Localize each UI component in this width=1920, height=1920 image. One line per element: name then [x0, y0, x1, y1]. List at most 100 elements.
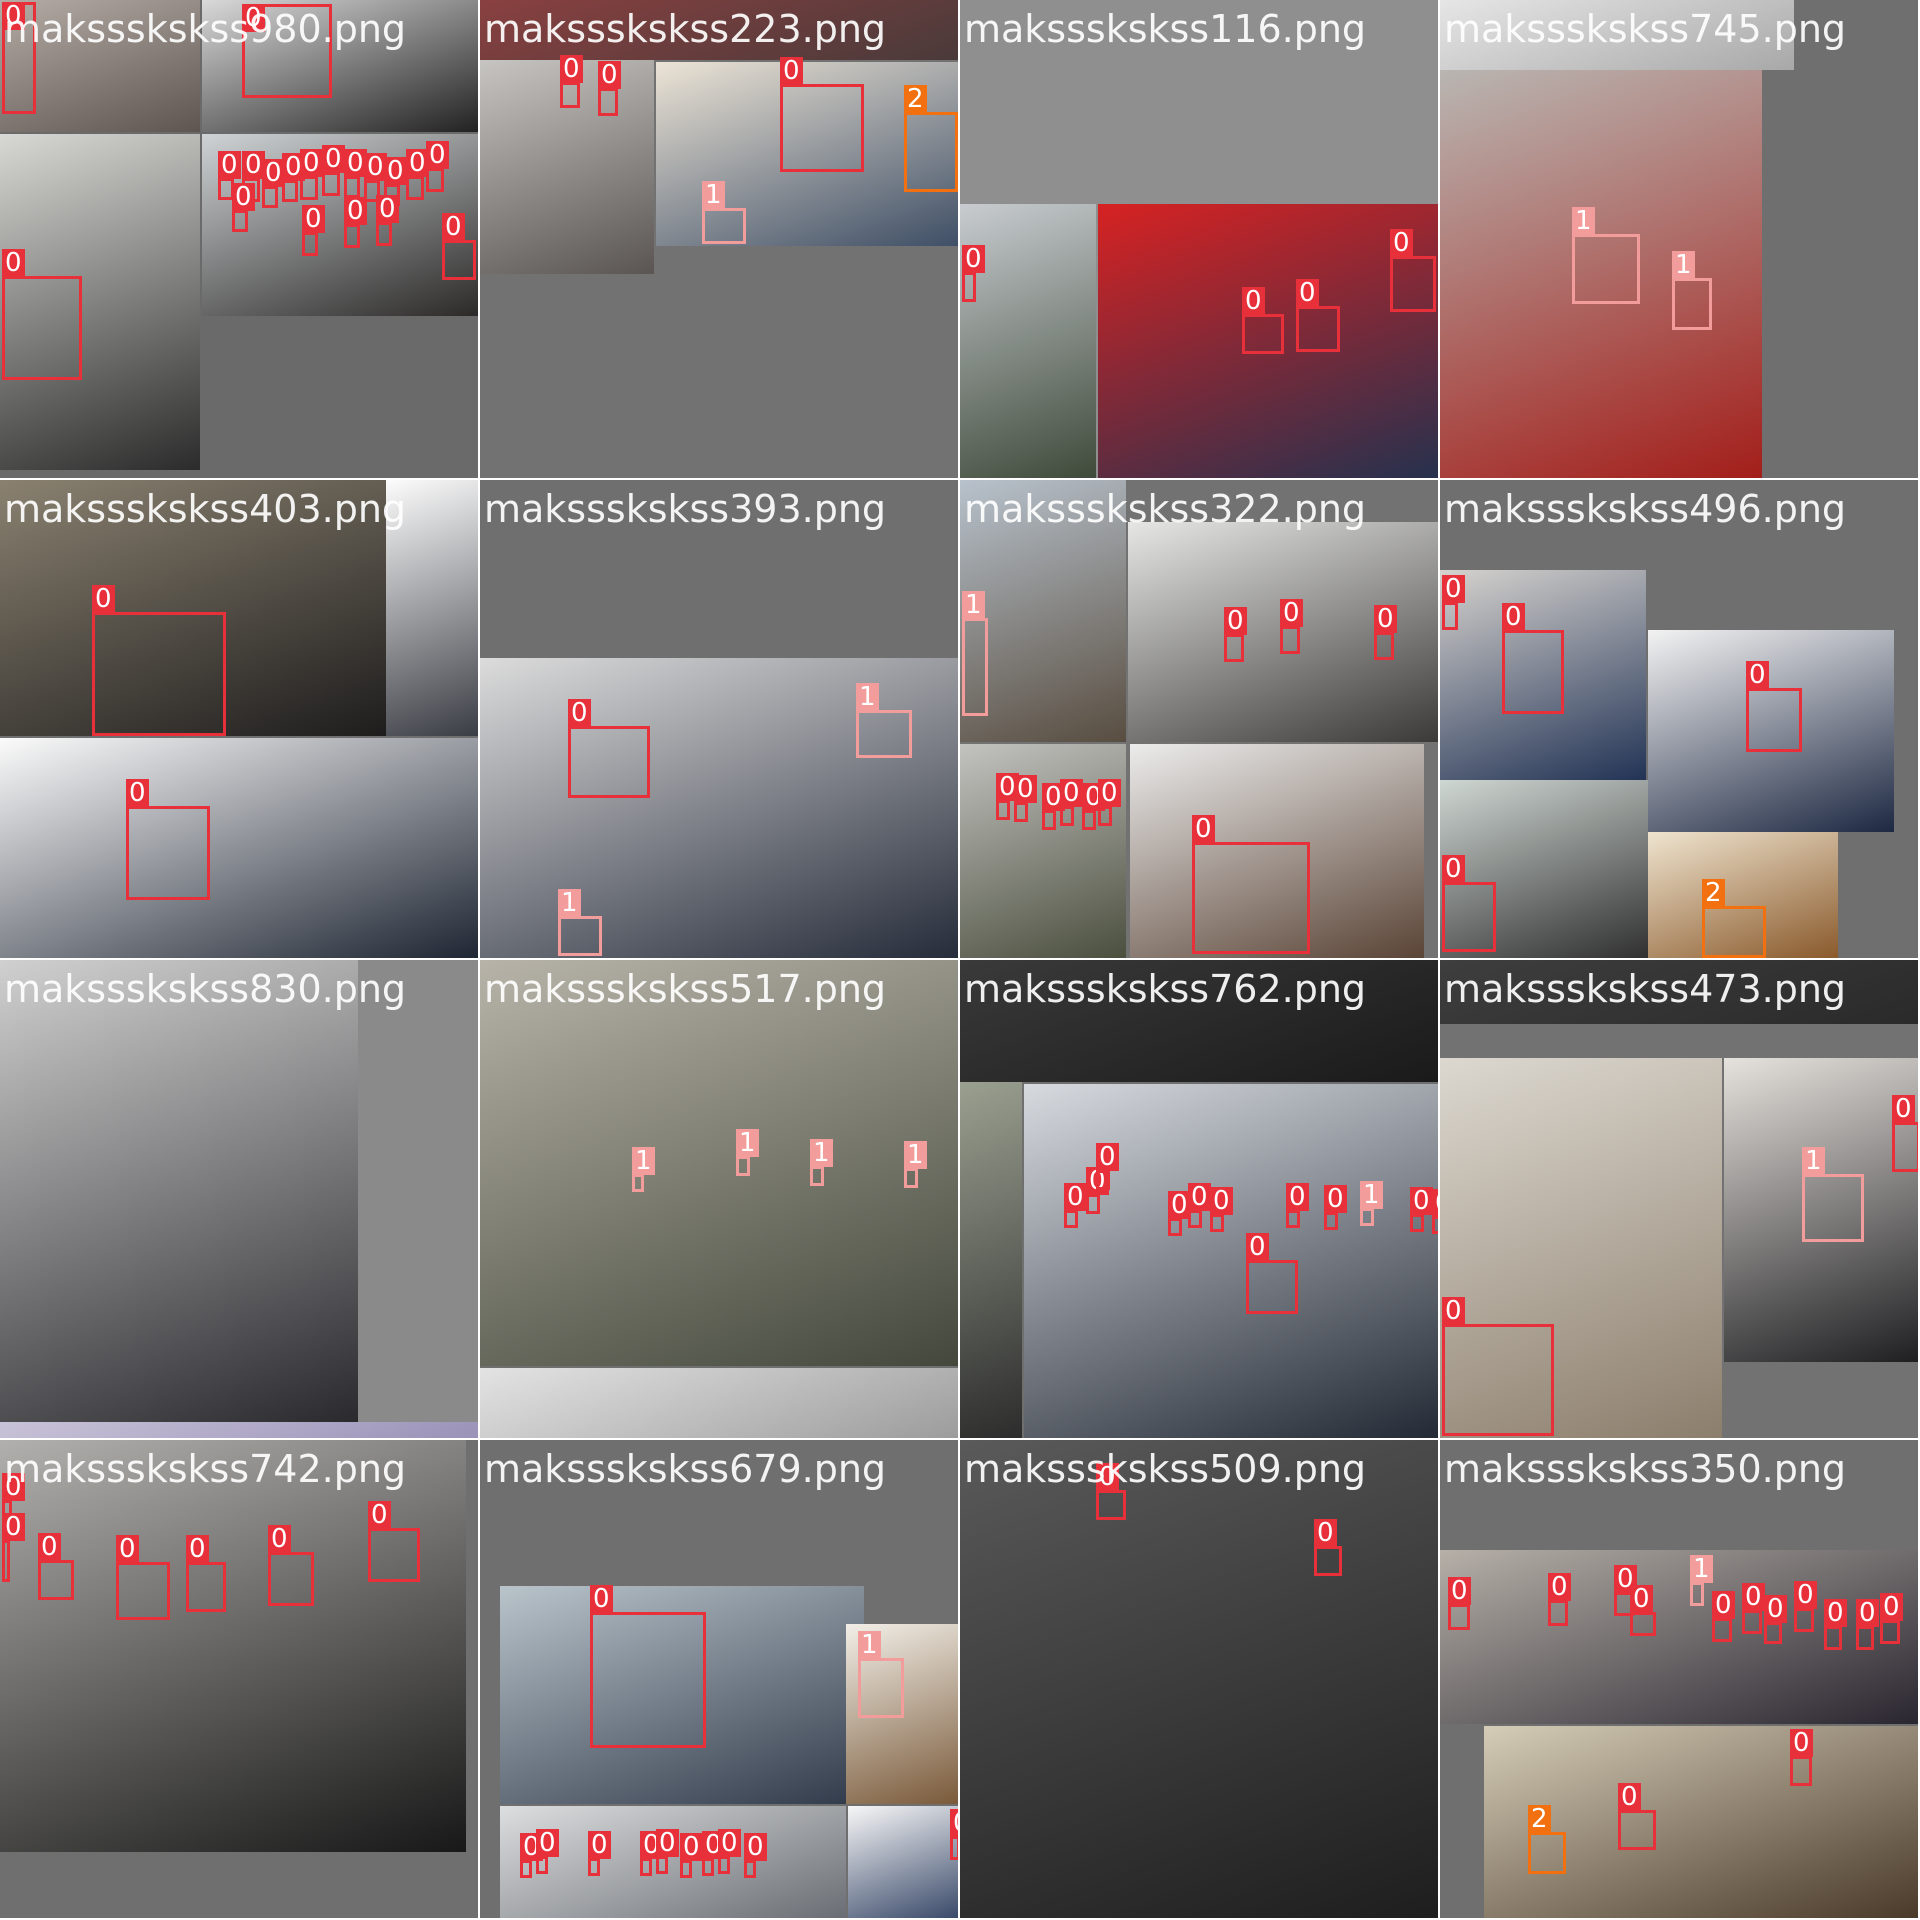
image-tile: 0 1 0 makssskskss473.png	[1440, 960, 1918, 1438]
class-label: 1	[904, 1141, 927, 1169]
detection-box: 0	[1242, 287, 1284, 354]
class-label: 2	[1702, 879, 1725, 907]
class-label: 0	[560, 55, 583, 83]
class-label: 0	[442, 213, 465, 241]
filename-label: makssskskss116.png	[964, 7, 1367, 51]
class-label: 1	[962, 591, 985, 619]
detection-box: 0	[780, 57, 864, 172]
detection-box: 0	[186, 1535, 226, 1612]
photo-region	[1024, 1084, 1438, 1438]
class-label: 0	[126, 779, 149, 807]
class-label: 0	[1060, 779, 1083, 807]
class-label: 0	[1014, 775, 1037, 803]
detection-box: 1	[1360, 1181, 1383, 1226]
photo-region	[1648, 630, 1894, 832]
class-label: 0	[718, 1829, 741, 1857]
photo-region	[480, 1368, 958, 1438]
detection-box: 0	[1014, 775, 1037, 822]
detection-box: 0	[950, 1809, 958, 1860]
image-tile: 0 0 0 0 0 0 0 0 0 0 0 0 0 0 0 0 0 0 0 makssskskss980.png	[0, 0, 478, 478]
class-label: 0	[1442, 575, 1465, 603]
image-tile: 0 0 makssskskss403.png	[0, 480, 478, 958]
detection-box: 0	[368, 1501, 420, 1582]
image-tile: 0 0 0 0 1 0 0 0 0 0 0 0 0 0 2 makssskskss350.png	[1440, 1440, 1918, 1918]
detection-box: 0	[38, 1533, 74, 1600]
detection-box: 0	[242, 151, 265, 202]
photo-region	[960, 1082, 1022, 1438]
class-label: 0	[344, 197, 367, 225]
detection-box: 0	[1892, 1095, 1918, 1172]
detection-box: 0	[1096, 1463, 1126, 1520]
class-label: 0	[1168, 1191, 1191, 1219]
filename-label: makssskskss403.png	[4, 487, 407, 531]
detection-box: 0	[1630, 1585, 1656, 1636]
detection-box: 0	[1224, 607, 1247, 662]
class-label: 0	[1856, 1599, 1879, 1627]
class-label: 0	[1892, 1095, 1915, 1123]
class-label: 0	[1390, 229, 1413, 257]
detection-box: 1	[856, 683, 912, 758]
photo-region	[1724, 1058, 1918, 1362]
detection-box: 1	[1802, 1147, 1864, 1242]
detection-box: 0	[1824, 1599, 1847, 1650]
filename-label: makssskskss473.png	[1444, 967, 1847, 1011]
detection-box: 0	[1790, 1729, 1813, 1786]
class-label: 0	[950, 1809, 958, 1837]
detection-box: 0	[1286, 1183, 1309, 1228]
image-tile: 0 0 0 2 1 makssskskss223.png	[480, 0, 958, 478]
detection-box: 0	[232, 183, 255, 232]
detection-box: 0	[536, 1829, 559, 1874]
image-tile: 0 1 1 makssskskss393.png	[480, 480, 958, 958]
detection-box: 1	[736, 1129, 759, 1176]
detection-box: 0	[1794, 1581, 1817, 1632]
photo-region	[480, 960, 958, 1366]
detection-box: 0	[1296, 279, 1340, 352]
detection-box: 0	[962, 245, 985, 302]
detection-box: 0	[1442, 575, 1465, 630]
class-label: 0	[1764, 1595, 1787, 1623]
detection-box: 0	[406, 149, 429, 200]
class-label: 2	[904, 85, 927, 113]
class-label: 1	[1572, 207, 1595, 235]
class-label: 0	[568, 699, 591, 727]
class-label: 0	[262, 159, 285, 187]
detection-box: 0	[262, 159, 285, 208]
class-label: 1	[856, 683, 879, 711]
photo-region	[1440, 960, 1918, 1024]
detection-box: 0	[126, 779, 210, 900]
detection-box: 0	[364, 153, 387, 202]
class-label: 0	[268, 1525, 291, 1553]
detection-box: 0	[242, 4, 332, 98]
class-label: 1	[810, 1139, 833, 1167]
detection-box: 0	[1742, 1583, 1765, 1634]
class-label: 0	[1286, 1183, 1309, 1211]
class-label: 0	[186, 1535, 209, 1563]
class-label: 0	[780, 57, 803, 85]
class-label: 0	[1742, 1583, 1765, 1611]
detection-box: 0	[1390, 229, 1436, 312]
class-label: 0	[368, 1501, 391, 1529]
detection-box: 0	[1098, 779, 1121, 826]
detection-box: 0	[1042, 783, 1065, 830]
detection-box: 0	[268, 1525, 314, 1606]
photo-region	[500, 1586, 864, 1804]
class-label: 0	[384, 157, 407, 185]
detection-box: 0	[1432, 1189, 1438, 1234]
class-label: 0	[656, 1829, 679, 1857]
class-label: 1	[1690, 1555, 1713, 1583]
detection-box: 0	[1764, 1595, 1787, 1644]
photo-region	[0, 480, 386, 736]
detection-box: 2	[904, 85, 958, 192]
class-label: 1	[858, 1631, 881, 1659]
filename-label: makssskskss496.png	[1444, 487, 1847, 531]
detection-box: 0	[322, 145, 345, 196]
photo-region	[1098, 204, 1438, 478]
detection-box: 0	[1548, 1573, 1571, 1626]
photo-region	[500, 1806, 846, 1918]
class-label: 0	[344, 149, 367, 177]
photo-region	[0, 134, 200, 470]
class-label: 0	[2, 2, 25, 30]
class-label: 0	[2, 1473, 25, 1501]
class-label: 0	[996, 773, 1019, 801]
class-label: 1	[1360, 1181, 1383, 1209]
